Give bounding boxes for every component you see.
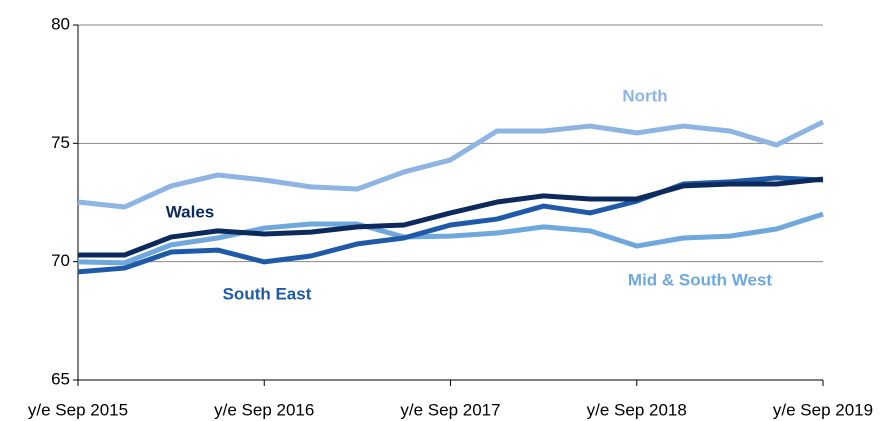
- series-line: [77, 175, 824, 275]
- y-tick-label: 80: [51, 14, 70, 33]
- x-tick-label: y/e Sep 2017: [400, 400, 500, 419]
- series-line: [77, 211, 824, 266]
- series-label: South East: [223, 284, 312, 303]
- series-label: Mid & South West: [628, 270, 773, 289]
- series-label: Wales: [166, 202, 215, 221]
- series-line: [78, 176, 824, 258]
- series-line: [77, 119, 825, 210]
- y-tick-label: 75: [51, 133, 70, 152]
- x-tick-label: y/e Sep 2018: [587, 400, 687, 419]
- y-tick-label: 65: [51, 369, 70, 388]
- y-tick-label: 70: [51, 251, 70, 270]
- series-label: North: [622, 86, 667, 105]
- x-tick-label: y/e Sep 2016: [214, 400, 314, 419]
- x-tick-label: y/e Sep 2015: [28, 400, 128, 419]
- x-tick-label: y/e Sep 2019: [773, 400, 873, 419]
